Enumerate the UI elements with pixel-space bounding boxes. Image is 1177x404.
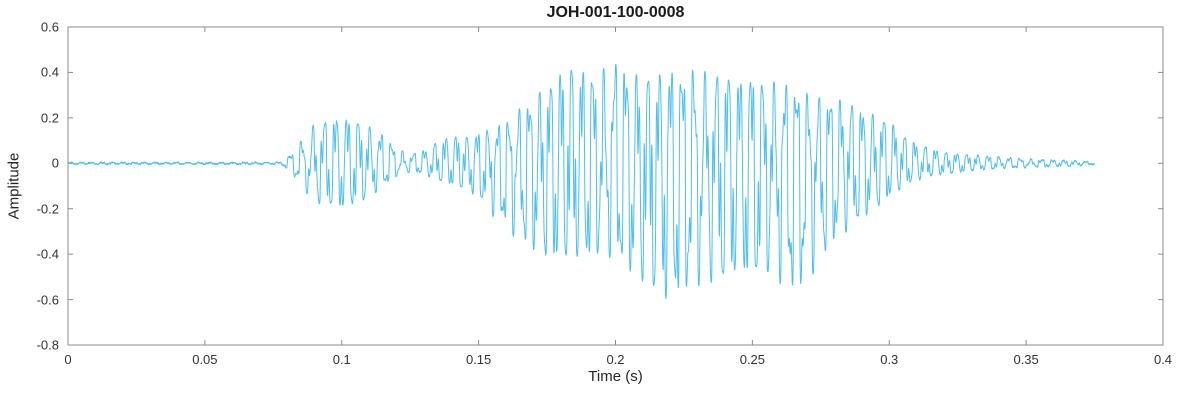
waveform-line bbox=[67, 64, 1096, 299]
